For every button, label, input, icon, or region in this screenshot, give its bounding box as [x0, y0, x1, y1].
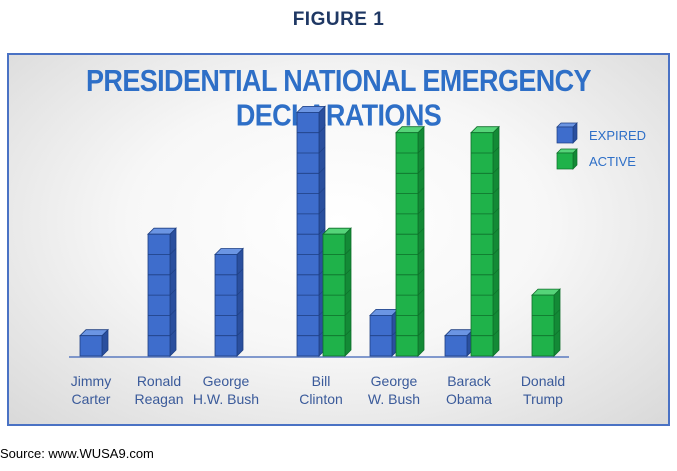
category-label-line: Obama: [446, 391, 492, 407]
category-label-5: Barack Obama: [446, 373, 492, 407]
category-label-line: George: [371, 373, 418, 389]
category-label-2: George H.W. Bush: [193, 373, 259, 407]
bar-expired-0: [79, 328, 109, 357]
legend-swatch-top: [556, 122, 578, 128]
legend: EXPIRED ACTIVE: [556, 122, 646, 170]
legend-swatch: [556, 126, 574, 144]
source-note: Source: www.WUSA9.com: [0, 446, 154, 461]
figure-label: FIGURE 1: [292, 9, 385, 30]
legend-item-expired: EXPIRED: [556, 122, 646, 144]
category-label-line: George: [203, 373, 250, 389]
bar-active-4: [395, 125, 425, 357]
category-label-line: W. Bush: [368, 391, 420, 407]
category-label-4: George W. Bush: [368, 373, 420, 407]
category-label-line: H.W. Bush: [193, 391, 259, 407]
bar-expired-1: [147, 227, 177, 357]
category-label-line: Jimmy: [71, 373, 111, 389]
legend-swatch-top: [556, 148, 578, 154]
category-label-line: Ronald: [137, 373, 181, 389]
chart-title: PRESIDENTIAL NATIONAL EMERGENCY DECLARAT…: [86, 64, 592, 133]
bar-active-6: [531, 288, 561, 357]
category-label-6: Donald Trump: [521, 373, 565, 407]
category-label-line: Trump: [523, 391, 563, 407]
bar-expired-2: [214, 247, 244, 357]
chart-panel: PRESIDENTIAL NATIONAL EMERGENCY DECLARAT…: [7, 53, 670, 426]
category-label-line: Barack: [447, 373, 492, 389]
legend-item-active: ACTIVE: [556, 148, 636, 170]
category-label-line: Reagan: [134, 391, 183, 407]
category-label-line: Clinton: [299, 391, 343, 407]
bar-chart: Jimmy Carter Ronald Reagan George H.W. Bush Bi…: [69, 105, 646, 407]
category-label-1: Ronald Reagan: [134, 373, 183, 407]
bar-expired-3: [296, 105, 326, 357]
category-label-line: Donald: [521, 373, 565, 389]
category-label-line: Bill: [312, 373, 331, 389]
legend-swatch: [556, 152, 574, 170]
category-label-0: Jimmy Carter: [71, 373, 111, 407]
bar-active-5: [470, 125, 500, 357]
legend-label: EXPIRED: [589, 128, 646, 143]
bar-expired-5: [444, 328, 474, 357]
bar-expired-4: [369, 308, 399, 357]
bar-active-3: [322, 227, 352, 357]
category-label-line: Carter: [72, 391, 111, 407]
bars: [79, 105, 561, 357]
legend-label: ACTIVE: [589, 154, 636, 169]
category-label-3: Bill Clinton: [299, 373, 343, 407]
